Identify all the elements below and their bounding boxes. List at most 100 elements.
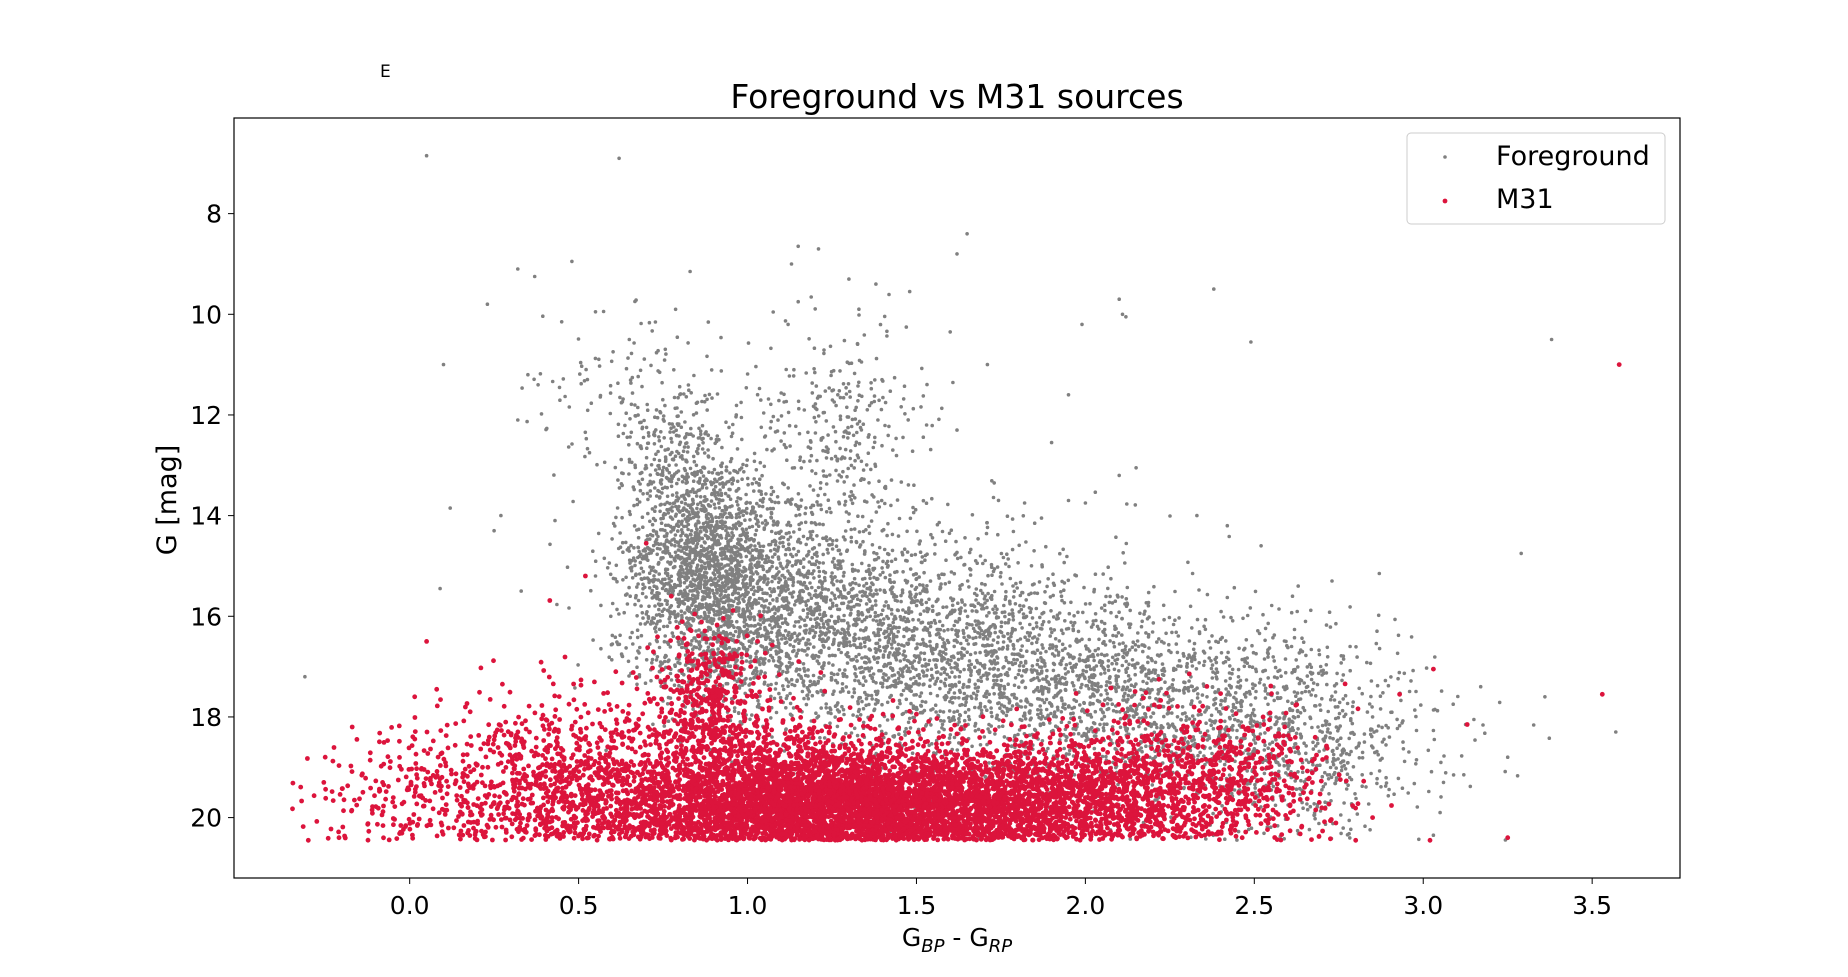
scatter-point [1018, 621, 1022, 626]
scatter-point [661, 465, 666, 470]
scatter-point [881, 395, 885, 400]
scatter-point [682, 632, 686, 636]
scatter-point [732, 709, 737, 713]
scatter-point [973, 559, 978, 563]
scatter-point [928, 684, 932, 688]
scatter-point [917, 542, 922, 546]
scatter-point [832, 593, 837, 598]
scatter-point [1084, 669, 1089, 674]
scatter-point [818, 625, 822, 630]
scatter-point [964, 638, 969, 642]
scatter-point [567, 606, 571, 610]
scatter-point [610, 633, 615, 638]
scatter-point [1106, 586, 1110, 591]
scatter-point [650, 657, 655, 662]
scatter-point [837, 560, 842, 565]
scatter-point [839, 566, 843, 570]
scatter-point [725, 578, 730, 583]
scatter-point [816, 604, 821, 609]
scatter-point [1034, 606, 1039, 611]
scatter-point [835, 587, 840, 591]
scatter-point [1001, 640, 1006, 644]
scatter-point [851, 433, 856, 438]
scatter-point [995, 661, 1000, 665]
scatter-point [1051, 572, 1055, 576]
scatter-point [861, 720, 866, 725]
scatter-point [748, 518, 752, 522]
scatter-point [857, 583, 861, 587]
scatter-point [806, 430, 810, 435]
scatter-point [897, 732, 901, 736]
scatter-point [711, 456, 715, 461]
scatter-point [725, 531, 730, 535]
scatter-point [853, 417, 858, 421]
scatter-point [792, 603, 797, 607]
scatter-point [753, 589, 757, 593]
scatter-point [770, 655, 775, 660]
scatter-point [795, 504, 800, 509]
scatter-point [956, 601, 960, 605]
scatter-point [652, 457, 657, 462]
scatter-point [868, 592, 872, 596]
scatter-point [852, 371, 857, 376]
scatter-point [614, 563, 619, 568]
scatter-point [829, 373, 833, 378]
scatter-point [710, 588, 715, 593]
scatter-point [708, 636, 713, 640]
scatter-point [676, 614, 680, 618]
scatter-point [668, 620, 672, 625]
scatter-point [838, 414, 843, 419]
scatter-point [962, 635, 966, 640]
scatter-point [754, 629, 758, 633]
scatter-point [783, 617, 788, 621]
scatter-point [912, 626, 917, 630]
scatter-point [710, 492, 714, 497]
scatter-point [743, 539, 748, 544]
scatter-point [830, 398, 835, 402]
scatter-point [705, 594, 710, 598]
scatter-point [995, 565, 1000, 569]
scatter-point [939, 582, 943, 586]
scatter-point [629, 402, 634, 407]
scatter-point [867, 433, 871, 437]
scatter-point [743, 574, 748, 578]
scatter-point [707, 607, 712, 612]
scatter-point [952, 691, 957, 695]
scatter-point [806, 668, 810, 672]
scatter-point [725, 547, 729, 551]
scatter-point [867, 481, 871, 485]
scatter-point [704, 515, 709, 519]
scatter-point [795, 679, 799, 683]
scatter-point [765, 507, 770, 511]
scatter-point [917, 575, 921, 579]
scatter-point [784, 399, 789, 404]
scatter-point [915, 529, 919, 534]
scatter-point [730, 431, 735, 436]
scatter-point [936, 627, 940, 632]
scatter-point [753, 623, 757, 628]
scatter-point [762, 599, 766, 603]
scatter-point [627, 457, 632, 462]
scatter-point [1007, 667, 1012, 671]
scatter-point [1007, 618, 1011, 622]
scatter-point [855, 597, 860, 601]
scatter-point [727, 425, 731, 430]
scatter-point [638, 368, 643, 373]
scatter-point [1014, 581, 1018, 586]
scatter-point [643, 585, 647, 590]
scatter-point [653, 320, 658, 324]
scatter-point [647, 434, 651, 438]
scatter-point [678, 580, 683, 585]
scatter-point [871, 679, 876, 684]
scatter-point [744, 582, 749, 586]
scatter-point [833, 575, 837, 579]
scatter-point [700, 399, 704, 404]
scatter-point [663, 403, 667, 408]
scatter-point [635, 628, 640, 632]
scatter-point [895, 634, 899, 639]
scatter-point [696, 584, 701, 588]
scatter-point [635, 502, 640, 507]
scatter-point [691, 647, 695, 651]
scatter-point [605, 566, 610, 570]
